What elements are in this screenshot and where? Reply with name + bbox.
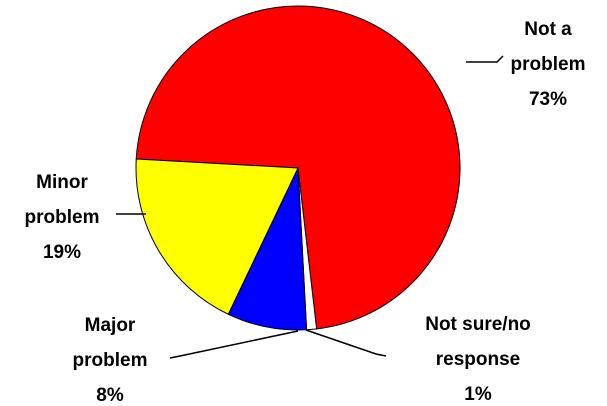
pie-slice <box>135 5 461 330</box>
value-label: 73% <box>528 89 568 110</box>
category-label: Major problem <box>72 315 148 371</box>
slice-label: Major problem 8% <box>65 308 155 406</box>
slice-label: Not a problem 73% <box>503 12 593 117</box>
category-label: Not a problem <box>510 19 586 75</box>
pie-slice <box>135 158 299 315</box>
slice-label: Minor problem 19% <box>17 165 107 270</box>
value-label: 19% <box>42 242 82 263</box>
value-label: 1% <box>464 384 492 405</box>
leader-line <box>466 55 504 63</box>
category-label: Minor problem <box>24 172 100 228</box>
leader-line <box>169 330 299 359</box>
category-label: Not sure/no response <box>425 314 531 370</box>
slice-label: Not sure/no response 1% <box>413 307 543 406</box>
leader-line <box>305 329 387 357</box>
value-label: 8% <box>96 385 124 406</box>
